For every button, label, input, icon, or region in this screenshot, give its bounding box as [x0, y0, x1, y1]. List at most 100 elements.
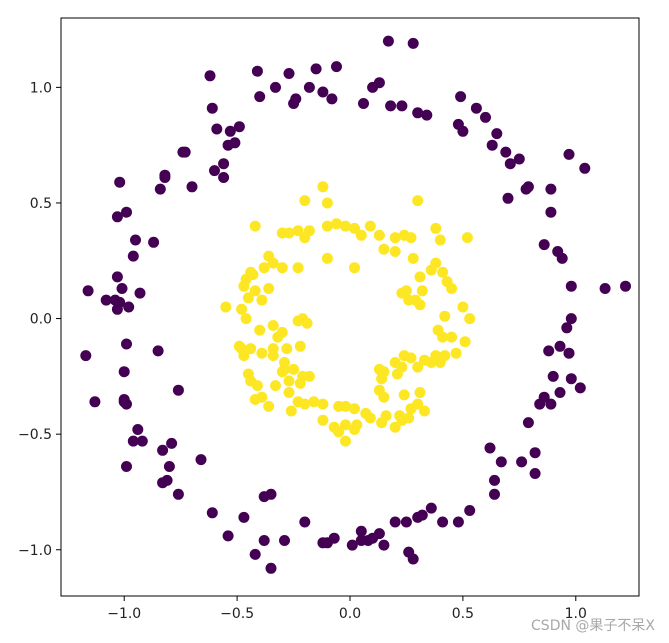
scatter-point	[247, 269, 259, 281]
scatter-point	[251, 65, 263, 77]
scatter-point	[254, 91, 266, 103]
scatter-point	[134, 287, 146, 299]
scatter-point	[121, 461, 132, 472]
scatter-point	[283, 375, 295, 387]
y-tick-label: 0.0	[30, 312, 52, 328]
scatter-point	[520, 183, 532, 195]
scatter-point	[267, 343, 279, 355]
scatter-point	[464, 505, 476, 516]
scatter-point	[565, 373, 577, 385]
scatter-point	[100, 294, 112, 306]
scatter-point	[340, 220, 351, 232]
scatter-point	[263, 283, 275, 294]
scatter-point	[446, 331, 458, 343]
scatter-point	[396, 287, 408, 299]
y-axis: −1.0 −0.5 0.0 0.5 1.0	[18, 80, 61, 559]
scatter-point	[317, 414, 329, 426]
scatter-point	[461, 232, 473, 244]
scatter-point	[254, 324, 266, 336]
scatter-point	[303, 225, 315, 237]
scatter-point	[412, 361, 424, 373]
scatter-point	[421, 109, 433, 121]
scatter-point	[326, 93, 338, 105]
scatter-point	[579, 162, 591, 174]
scatter-point	[204, 70, 216, 82]
scatter-point	[172, 488, 184, 500]
scatter-point	[152, 345, 164, 357]
scatter-point	[554, 387, 566, 398]
scatter-point	[299, 195, 311, 207]
scatter-point	[308, 396, 320, 408]
scatter-point	[303, 81, 315, 93]
scatter-point	[218, 172, 230, 183]
scatter-point	[534, 398, 546, 410]
scatter-point	[489, 488, 500, 500]
scatter-point	[407, 553, 419, 565]
scatter-point	[412, 511, 424, 523]
scatter-point	[378, 391, 390, 403]
scatter-point	[340, 419, 351, 431]
scatter-point	[491, 128, 503, 140]
scatter-point	[599, 283, 611, 294]
scatter-point	[565, 313, 577, 325]
scatter-point	[154, 183, 166, 195]
scatter-point	[290, 93, 302, 105]
plot-points	[80, 35, 631, 574]
scatter-point	[89, 396, 101, 408]
scatter-point	[389, 246, 401, 257]
x-tick-label: −1.0	[107, 606, 141, 622]
scatter-point	[121, 206, 132, 218]
scatter-point	[437, 331, 449, 343]
scatter-point	[270, 81, 281, 93]
scatter-point	[238, 511, 250, 523]
scatter-point	[317, 398, 329, 410]
scatter-point	[186, 181, 198, 193]
scatter-point	[177, 146, 189, 158]
scatter-point	[209, 165, 220, 177]
scatter-point	[258, 262, 270, 274]
x-tick-label: 1.0	[565, 606, 587, 622]
scatter-point	[376, 417, 388, 429]
scatter-point	[403, 294, 415, 306]
scatter-point	[452, 516, 464, 528]
x-tick-label: −0.5	[220, 606, 254, 622]
scatter-point	[565, 280, 577, 292]
scatter-point	[267, 257, 279, 269]
scatter-point	[405, 403, 417, 415]
scatter-point	[545, 206, 557, 218]
scatter-point	[340, 435, 351, 447]
scatter-point	[396, 100, 408, 112]
x-tick-label: 0.0	[339, 606, 361, 622]
scatter-point	[211, 123, 223, 135]
x-tick-label: 0.5	[452, 606, 474, 622]
scatter-point	[299, 516, 311, 528]
y-tick-label: 0.5	[30, 196, 52, 212]
scatter-point	[218, 158, 230, 170]
scatter-point	[430, 257, 442, 269]
scatter-point	[222, 530, 234, 542]
scatter-point	[283, 227, 295, 239]
scatter-point	[407, 252, 419, 264]
scatter-point	[489, 474, 500, 486]
x-axis: −1.0 −0.5 0.0 0.5 1.0	[107, 596, 587, 622]
scatter-point	[382, 35, 394, 47]
scatter-point	[355, 229, 367, 241]
watermark-text: CSDN @果子不呆X	[531, 618, 655, 634]
scatter-point	[321, 537, 333, 549]
scatter-point	[292, 225, 304, 237]
scatter-point	[502, 192, 514, 204]
scatter-point	[398, 350, 410, 362]
scatter-point	[328, 421, 340, 433]
scatter-point	[480, 111, 491, 123]
scatter-point	[111, 211, 123, 223]
scatter-point	[317, 86, 329, 98]
scatter-point	[437, 266, 449, 278]
scatter-point	[405, 232, 417, 244]
scatter-point	[331, 218, 342, 230]
scatter-point	[82, 285, 94, 297]
scatter-point	[389, 232, 401, 244]
scatter-point	[276, 326, 288, 338]
scatter-point	[276, 366, 288, 378]
scatter-point	[349, 403, 360, 415]
